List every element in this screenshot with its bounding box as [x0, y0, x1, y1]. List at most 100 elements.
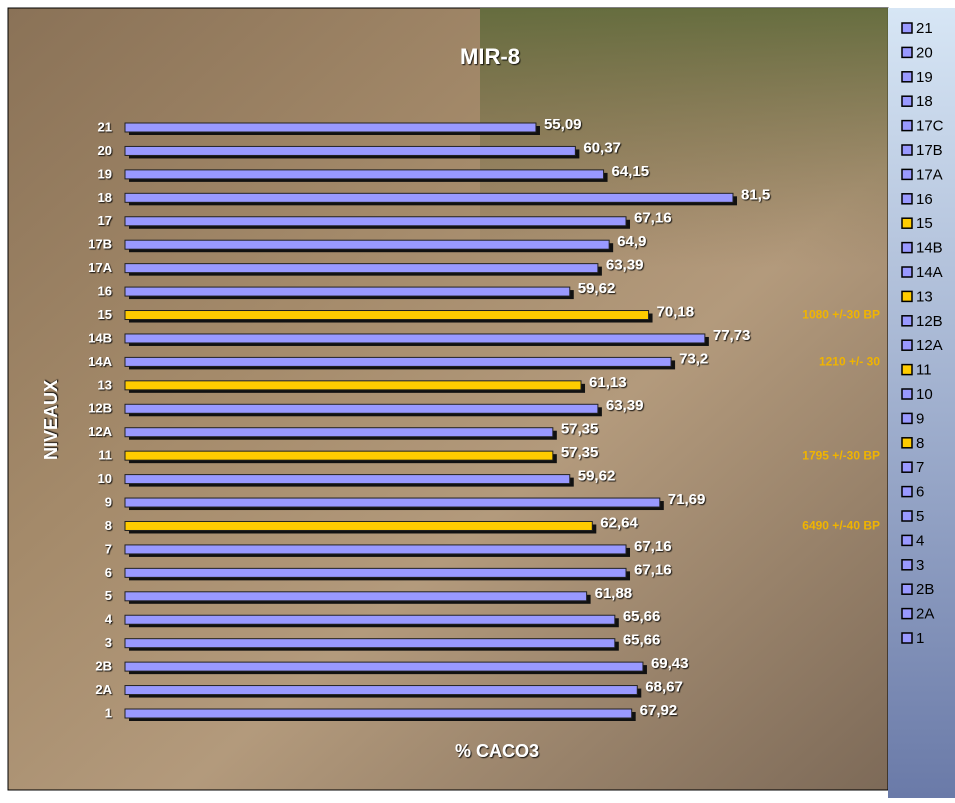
y-tick-label: 2B: [95, 659, 112, 674]
y-tick-label: 17: [98, 213, 112, 228]
bar: [124, 474, 571, 485]
legend-label: 11: [916, 362, 932, 379]
value-label: 67,16: [634, 561, 672, 578]
legend-swatch: [901, 461, 913, 473]
legend-swatch: [901, 266, 913, 278]
bar: [124, 403, 599, 414]
legend-swatch: [901, 290, 913, 303]
legend-swatch: [901, 363, 913, 376]
legend-swatch: [901, 388, 913, 400]
value-label: 59,62: [578, 280, 616, 297]
y-tick-label: 14A: [88, 354, 112, 369]
value-label: 77,73: [713, 327, 751, 344]
legend-label: 16: [916, 191, 933, 208]
y-tick-label: 1: [105, 705, 112, 720]
legend-label: 17C: [916, 118, 944, 135]
y-tick-label: 2A: [95, 682, 112, 697]
legend-swatch: [901, 217, 913, 229]
x-axis-label: % CACO3: [455, 741, 539, 761]
value-label: 67,16: [634, 210, 672, 227]
bar: [124, 263, 599, 274]
value-label: 59,62: [578, 468, 616, 485]
legend-swatch: [901, 510, 913, 522]
y-axis-label: NIVEAUX: [41, 380, 61, 460]
value-label: 63,39: [606, 397, 644, 414]
bar: [124, 685, 638, 696]
bar: [124, 216, 627, 227]
legend-label: 17A: [916, 166, 943, 183]
legend-swatch: [901, 607, 913, 620]
legend-label: 15: [916, 215, 933, 232]
value-label: 57,35: [561, 421, 599, 438]
legend-swatch: [901, 241, 913, 254]
bar: [124, 333, 706, 344]
value-label: 65,66: [623, 632, 661, 649]
legend-label: 14A: [916, 264, 943, 281]
legend-label: 17B: [916, 142, 943, 159]
legend-label: 8: [916, 435, 924, 452]
y-tick-label: 12B: [88, 401, 112, 416]
legend-label: 2B: [916, 581, 934, 598]
legend-label: 19: [916, 69, 933, 86]
value-label: 64,9: [617, 233, 646, 250]
bar: [124, 614, 616, 625]
value-label: 57,35: [561, 444, 599, 461]
photo-foliage: [480, 8, 888, 268]
y-tick-label: 12A: [88, 424, 112, 439]
value-label: 68,67: [645, 679, 683, 696]
bar: [124, 708, 633, 719]
y-tick-label: 5: [105, 588, 112, 603]
legend-label: 12A: [916, 337, 943, 354]
value-label: 81,5: [741, 186, 770, 203]
value-label: 62,64: [600, 514, 638, 531]
y-tick-label: 17B: [88, 237, 112, 252]
legend-swatch: [901, 437, 913, 449]
value-label: 60,37: [583, 139, 621, 156]
annotation: 6490 +/-40 BP: [802, 519, 880, 533]
bar: [124, 356, 672, 367]
y-tick-label: 7: [105, 541, 112, 556]
legend-label: 20: [916, 44, 933, 61]
y-tick-label: 6: [105, 565, 112, 580]
legend-swatch: [901, 144, 913, 156]
bar: [124, 520, 593, 531]
legend-background: [888, 8, 955, 798]
legend-label: 18: [916, 93, 933, 110]
value-label: 67,92: [640, 702, 678, 719]
legend-label: 14B: [916, 240, 943, 257]
bar: [124, 239, 610, 250]
value-label: 67,16: [634, 538, 672, 555]
legend-label: 7: [916, 459, 924, 476]
value-label: 64,15: [612, 163, 650, 180]
legend-swatch: [901, 485, 913, 498]
bar: [124, 638, 616, 649]
legend-label: 9: [916, 410, 924, 427]
value-label: 69,43: [651, 655, 689, 672]
y-tick-label: 10: [98, 471, 112, 486]
bar: [124, 497, 661, 508]
bar: [124, 169, 605, 180]
legend-label: 3: [916, 557, 924, 574]
legend-swatch: [901, 119, 913, 132]
value-label: 61,13: [589, 374, 627, 391]
legend-swatch: [901, 315, 913, 327]
y-tick-label: 4: [105, 612, 113, 627]
y-tick-label: 13: [98, 377, 112, 392]
value-label: 55,09: [544, 116, 582, 133]
bar: [124, 286, 571, 297]
bar: [124, 591, 588, 602]
y-tick-label: 17A: [88, 260, 112, 275]
legend-swatch: [901, 71, 913, 83]
bar: [124, 567, 627, 578]
legend-swatch: [901, 559, 913, 571]
value-label: 71,69: [668, 491, 706, 508]
legend-label: 6: [916, 484, 924, 501]
value-label: 65,66: [623, 608, 661, 625]
value-label: 63,39: [606, 257, 644, 274]
y-tick-label: 3: [105, 635, 112, 650]
annotation: 1795 +/-30 BP: [802, 448, 880, 462]
y-tick-label: 20: [98, 143, 112, 158]
chart-title: MIR-8: [460, 44, 520, 69]
annotation: 1080 +/-30 BP: [802, 308, 880, 322]
legend-label: 12B: [916, 313, 943, 330]
